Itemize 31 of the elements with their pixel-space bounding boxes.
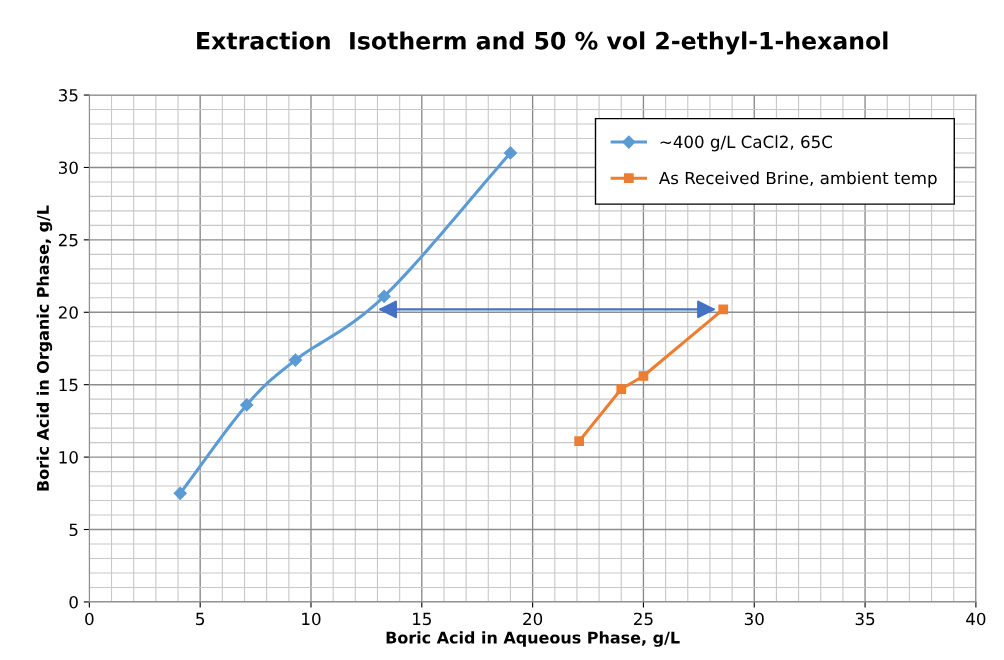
x-tick-label: 25 [634, 612, 653, 626]
x-tick-label: 40 [966, 612, 986, 626]
y-tick-label: 5 [69, 523, 78, 537]
chart-title: Extraction Isotherm and 50 % vol 2-ethyl-1-hexanol [197, 31, 888, 55]
point [240, 398, 254, 412]
x-tick-label: 15 [413, 612, 431, 626]
x-axis-title: Boric Acid in Aqueous Phase, g/L [386, 631, 680, 647]
y-tick-label: 15 [59, 378, 78, 392]
legend-label: ~400 g/L CaCl2, 65C [660, 135, 832, 152]
legend-label: As Received Brine, ambient temp [658, 171, 937, 188]
x-tick-label: 10 [302, 612, 321, 626]
x-tick-label: 35 [855, 612, 875, 626]
x-tick-label: 0 [85, 612, 94, 626]
y-tick-label: 30 [59, 161, 78, 175]
y-axis-title: Boric Acid in Organic Phase, g/L [36, 205, 53, 491]
point [638, 371, 649, 381]
x-tick-label: 30 [744, 612, 764, 626]
x-tick-label: 5 [196, 612, 205, 626]
y-tick-label: 35 [59, 89, 78, 102]
point [574, 436, 585, 447]
point [377, 289, 391, 303]
y-tick-label: 10 [59, 451, 78, 464]
point [718, 304, 729, 315]
x-tick-label: 20 [523, 612, 543, 626]
point [616, 384, 627, 394]
y-tick-label: 0 [69, 595, 78, 609]
point [173, 486, 187, 500]
point [503, 146, 518, 160]
y-tick-label: 25 [58, 233, 78, 247]
point [288, 353, 303, 367]
y-tick-label: 20 [58, 306, 78, 319]
